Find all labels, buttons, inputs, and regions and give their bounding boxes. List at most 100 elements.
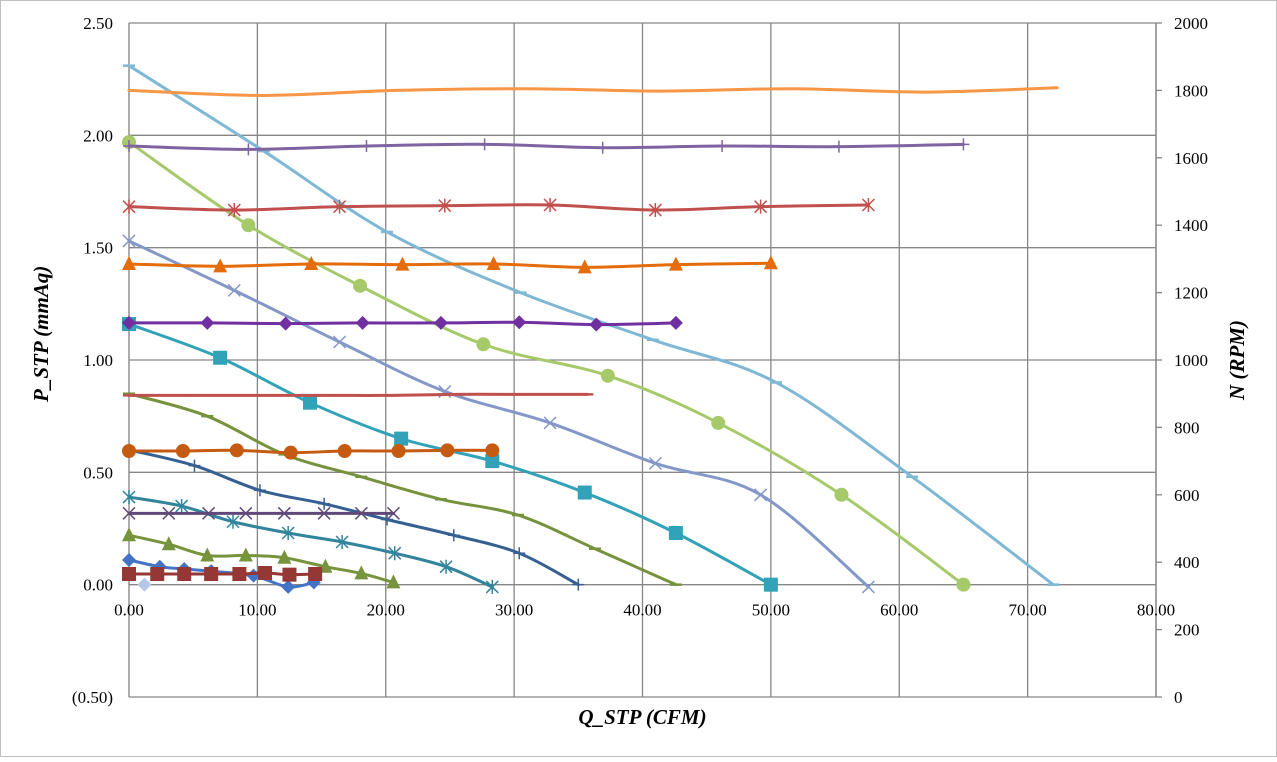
marker-plus	[188, 459, 201, 472]
marker-star	[438, 198, 452, 213]
y2-tick-label: 1600	[1174, 149, 1208, 168]
series-19	[137, 577, 152, 592]
marker-square	[394, 431, 409, 446]
x-tick-label: 20.00	[367, 601, 405, 620]
series-14	[122, 315, 683, 332]
marker-star	[439, 559, 453, 574]
series-9	[123, 64, 1060, 587]
y2-tick-label: 400	[1174, 553, 1200, 572]
marker-x	[162, 506, 176, 520]
series-16	[122, 197, 875, 218]
marker-star	[754, 199, 768, 214]
marker-diamond	[137, 577, 152, 592]
marker-square	[303, 395, 318, 410]
marker-circle	[956, 577, 971, 592]
marker-star	[122, 199, 136, 214]
marker-triangle	[577, 259, 592, 274]
y2-tick-label: 1800	[1174, 81, 1208, 100]
x-tick-label: 10.00	[238, 601, 276, 620]
marker-square	[232, 566, 247, 581]
x-tick-label: 40.00	[623, 601, 661, 620]
marker-circle	[834, 487, 849, 502]
x-tick-label: 30.00	[495, 601, 533, 620]
series-7	[122, 234, 875, 594]
y2-tick-label: 0	[1174, 688, 1183, 707]
series-3	[122, 490, 499, 594]
marker-plus	[832, 140, 845, 153]
marker-diamond	[433, 315, 448, 330]
series-group	[122, 64, 1060, 594]
marker-x	[333, 335, 347, 349]
x-tick-label: 80.00	[1137, 601, 1175, 620]
marker-plus	[716, 140, 729, 153]
marker-square	[485, 454, 500, 469]
marker-circle	[353, 278, 368, 293]
marker-plus	[478, 138, 491, 151]
series-line	[127, 239, 870, 589]
marker-x	[354, 506, 368, 520]
series-5	[123, 392, 682, 587]
marker-x	[277, 506, 291, 520]
marker-plus	[513, 547, 526, 560]
marker-diamond	[281, 579, 296, 594]
marker-plus	[242, 143, 255, 156]
marker-triangle	[200, 547, 215, 562]
marker-circle	[440, 443, 455, 458]
marker-circle	[600, 368, 615, 383]
marker-star	[227, 203, 241, 218]
marker-diamond	[122, 552, 136, 567]
x-tick-label: 70.00	[1009, 601, 1047, 620]
y-tick-label: 2.00	[83, 126, 113, 145]
series-line	[127, 320, 678, 327]
y-tick-label: 1.00	[83, 351, 113, 370]
series-2	[122, 527, 401, 589]
marker-circle	[229, 443, 244, 458]
series-line	[127, 495, 494, 589]
series-line	[127, 448, 580, 587]
series-line	[127, 392, 678, 587]
marker-triangle	[304, 255, 319, 270]
marker-plus	[596, 141, 609, 154]
marker-star	[485, 579, 499, 594]
marker-star	[175, 499, 189, 514]
marker-x	[239, 506, 253, 520]
marker-square	[204, 566, 219, 581]
y-tick-label: 1.50	[83, 239, 113, 258]
marker-square	[668, 525, 683, 540]
marker-circle	[337, 443, 352, 458]
x-tick-label: 60.00	[880, 601, 918, 620]
y2-axis-title: N (RPM)	[1225, 320, 1249, 401]
marker-x	[317, 506, 331, 520]
series-line	[127, 203, 870, 212]
marker-star	[648, 203, 662, 218]
marker-x	[861, 580, 875, 594]
marker-square	[282, 567, 297, 582]
marker-triangle	[386, 574, 401, 589]
marker-square	[122, 566, 136, 581]
marker-plus	[381, 513, 394, 526]
y-tick-label: (0.50)	[72, 688, 113, 707]
series-10	[122, 565, 323, 582]
y2-tick-label: 1200	[1174, 284, 1208, 303]
marker-circle	[485, 443, 500, 458]
y-tick-label: 0.50	[83, 463, 113, 482]
marker-circle	[175, 443, 190, 458]
marker-x	[202, 506, 216, 520]
marker-triangle	[395, 256, 410, 271]
marker-triangle	[161, 536, 176, 551]
y2-tick-label: 1400	[1174, 216, 1208, 235]
marker-x	[754, 488, 768, 502]
marker-circle	[476, 337, 491, 352]
y2-tick-label: 600	[1174, 486, 1200, 505]
series-11	[122, 506, 400, 520]
marker-star	[333, 199, 347, 214]
x-axis-title: Q_STP (CFM)	[578, 705, 706, 729]
marker-square	[150, 566, 165, 581]
marker-circle	[391, 443, 406, 458]
series-18	[127, 86, 1059, 97]
series-12	[122, 443, 500, 460]
marker-square	[763, 577, 778, 592]
marker-diamond	[122, 315, 136, 330]
marker-triangle	[354, 565, 369, 580]
